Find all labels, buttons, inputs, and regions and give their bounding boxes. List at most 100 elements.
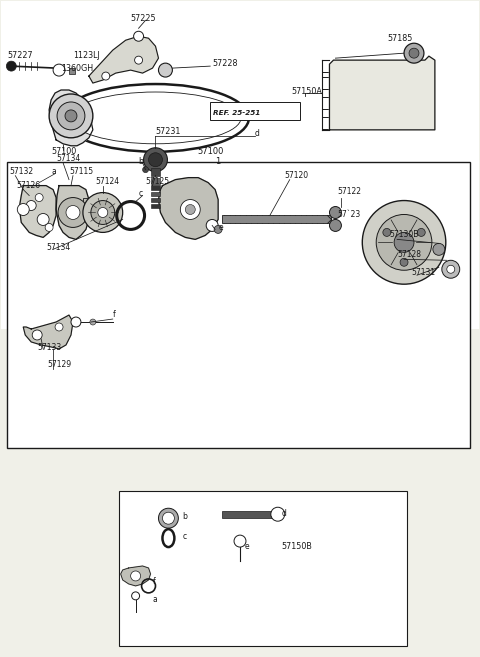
Text: d: d (255, 129, 260, 138)
Bar (151, 198, 160, 202)
Text: 57129: 57129 (47, 360, 71, 369)
Text: 57185: 57185 (387, 34, 412, 43)
Text: 57100: 57100 (197, 147, 223, 156)
Circle shape (404, 43, 424, 63)
Circle shape (206, 219, 218, 231)
Bar (69, 68, 75, 74)
Polygon shape (56, 186, 89, 239)
Text: b: b (139, 156, 144, 166)
Bar (222, 215, 332, 223)
Circle shape (35, 194, 43, 202)
FancyBboxPatch shape (210, 102, 300, 120)
Text: 57228: 57228 (212, 59, 238, 68)
Text: 57231: 57231 (156, 127, 181, 136)
Circle shape (53, 64, 65, 76)
Circle shape (148, 152, 162, 167)
Circle shape (17, 204, 29, 215)
Text: 57115: 57115 (69, 167, 93, 175)
Circle shape (49, 94, 93, 138)
Circle shape (400, 258, 408, 266)
Circle shape (394, 233, 414, 252)
Circle shape (58, 198, 88, 227)
Circle shape (417, 229, 425, 237)
Polygon shape (49, 90, 93, 146)
Circle shape (37, 214, 49, 225)
Bar (119, 491, 407, 646)
Text: 1360GH: 1360GH (61, 64, 93, 73)
Text: b: b (182, 512, 187, 521)
Ellipse shape (70, 92, 241, 144)
Text: f: f (153, 577, 155, 586)
Polygon shape (158, 177, 218, 239)
Polygon shape (329, 56, 435, 130)
Circle shape (65, 110, 77, 122)
Text: REF. 25-251: REF. 25-251 (213, 110, 261, 116)
Circle shape (162, 512, 174, 524)
Text: 1123LJ: 1123LJ (73, 51, 100, 60)
Circle shape (143, 167, 148, 173)
Text: 57124: 57124 (96, 177, 120, 186)
Text: 57227: 57227 (7, 51, 33, 60)
Circle shape (6, 61, 16, 71)
Bar (7, 162, 469, 449)
Bar (83, 210, 95, 219)
Text: 57125: 57125 (145, 177, 169, 186)
Text: 1: 1 (216, 156, 221, 166)
Polygon shape (19, 186, 56, 237)
Circle shape (383, 229, 391, 237)
Text: 57134: 57134 (46, 243, 71, 252)
Circle shape (91, 200, 115, 225)
Bar (151, 204, 160, 208)
Circle shape (133, 32, 144, 41)
Circle shape (234, 535, 246, 547)
Text: 57132: 57132 (9, 167, 34, 175)
Bar (151, 185, 160, 190)
Circle shape (433, 243, 445, 256)
Bar (1, 1, 479, 329)
Text: c: c (182, 532, 186, 541)
Circle shape (362, 200, 446, 284)
Text: 57131: 57131 (411, 268, 435, 277)
Text: c: c (139, 189, 143, 198)
Circle shape (158, 63, 172, 77)
Text: 57120: 57120 (285, 171, 309, 179)
Circle shape (329, 206, 341, 219)
Circle shape (32, 330, 42, 340)
Text: 57ˋ23: 57ˋ23 (337, 210, 360, 219)
Bar (83, 198, 95, 208)
Bar (151, 177, 160, 183)
Circle shape (409, 48, 419, 58)
Circle shape (329, 219, 341, 231)
Text: f: f (113, 310, 116, 319)
Text: e: e (245, 542, 250, 551)
Bar (151, 192, 160, 196)
Circle shape (90, 319, 96, 325)
Circle shape (158, 509, 179, 528)
Polygon shape (23, 315, 73, 349)
Circle shape (442, 260, 460, 278)
Bar (222, 511, 277, 518)
Text: 57133: 57133 (37, 343, 61, 352)
Circle shape (45, 223, 53, 231)
Text: 57130B: 57130B (389, 231, 419, 239)
Circle shape (185, 204, 195, 214)
Circle shape (98, 208, 108, 217)
Text: 57122: 57122 (337, 187, 361, 196)
Circle shape (71, 317, 81, 327)
Text: 57100: 57100 (51, 147, 76, 156)
Text: 57134: 57134 (56, 154, 80, 163)
Circle shape (26, 200, 36, 210)
Circle shape (180, 200, 200, 219)
Text: a: a (153, 595, 157, 604)
Text: e: e (218, 223, 223, 233)
Circle shape (132, 592, 140, 600)
Polygon shape (120, 566, 151, 586)
Text: 57225: 57225 (131, 14, 156, 23)
Text: 57126: 57126 (16, 181, 40, 190)
Polygon shape (89, 36, 158, 83)
Text: a: a (51, 167, 56, 175)
Ellipse shape (62, 84, 249, 152)
Circle shape (214, 225, 222, 233)
Circle shape (66, 206, 80, 219)
Circle shape (131, 571, 141, 581)
